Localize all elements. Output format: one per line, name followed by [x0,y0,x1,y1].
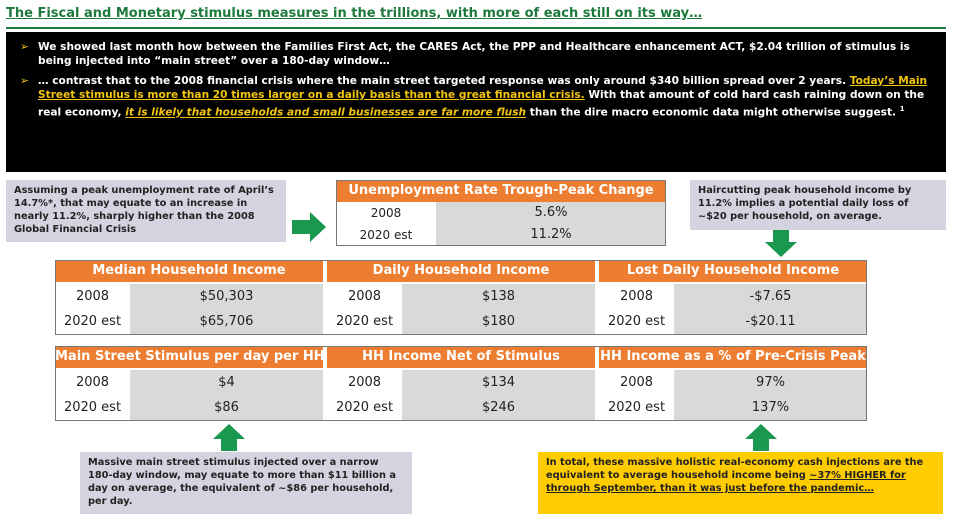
unemployment-table-frame [336,180,666,246]
stimulus-header: Main Street Stimulus per day per HH [55,346,323,368]
up-arrow-icon [213,424,245,451]
median-r1-value: $50,303 [130,284,323,309]
median-r2-label: 2020 est [55,309,130,334]
pct-income-header: HH Income as a % of Pre-Crisis Peak [599,346,867,368]
page-title: The Fiscal and Monetary stimulus measure… [6,6,703,21]
net-r2-value: $246 [402,395,595,420]
lost-r1-value: -$7.65 [674,284,867,309]
arrow-bullet-icon: ➢ [20,41,29,53]
stim-r2-label: 2020 est [55,395,130,420]
pct-r2-label: 2020 est [599,395,674,420]
summary-box: ➢ We showed last month how between the F… [6,32,946,172]
title-rule [6,27,946,29]
bullet-2: ➢ … contrast that to the 2008 financial … [20,75,928,119]
unemp-r2-label: 2020 est [336,224,436,246]
unemployment-table-header: Unemployment Rate Trough-Peak Change [336,180,666,202]
net-income-header: HH Income Net of Stimulus [327,346,595,368]
stimulus-tables-frame [55,346,867,421]
unemp-r1-value: 5.6% [436,202,666,224]
lost-r1-label: 2008 [599,284,674,309]
haircut-note: Haircutting peak household income by 11.… [690,180,946,230]
median-r1-label: 2008 [55,284,130,309]
unemp-r1-label: 2008 [336,202,436,224]
pct-r2-value: 137% [674,395,867,420]
daily-r2-value: $180 [402,309,595,334]
unemp-r2-value: 11.2% [436,224,666,246]
down-arrow-icon [765,230,797,257]
daily-r2-label: 2020 est [327,309,402,334]
bullet-1: ➢ We showed last month how between the F… [20,41,910,67]
stim-r1-value: $4 [130,370,323,395]
right-arrow-icon [292,212,326,242]
median-r2-value: $65,706 [130,309,323,334]
stim-r1-label: 2008 [55,370,130,395]
unemployment-note: Assuming a peak unemployment rate of Apr… [6,180,286,242]
stimulus-note: Massive main street stimulus injected ov… [80,452,412,514]
pct-r1-label: 2008 [599,370,674,395]
net-r2-label: 2020 est [327,395,402,420]
median-income-header: Median Household Income [55,260,323,282]
total-note: In total, these massive holistic real-ec… [538,452,943,514]
stim-r2-value: $86 [130,395,323,420]
daily-r1-value: $138 [402,284,595,309]
up-arrow-icon [745,424,777,451]
lost-income-header: Lost Daily Household Income [599,260,867,282]
net-r1-value: $134 [402,370,595,395]
arrow-bullet-icon: ➢ [20,75,29,87]
daily-income-header: Daily Household Income [327,260,595,282]
lost-r2-label: 2020 est [599,309,674,334]
net-r1-label: 2008 [327,370,402,395]
lost-r2-value: -$20.11 [674,309,867,334]
daily-r1-label: 2008 [327,284,402,309]
pct-r1-value: 97% [674,370,867,395]
income-tables-frame [55,260,867,335]
